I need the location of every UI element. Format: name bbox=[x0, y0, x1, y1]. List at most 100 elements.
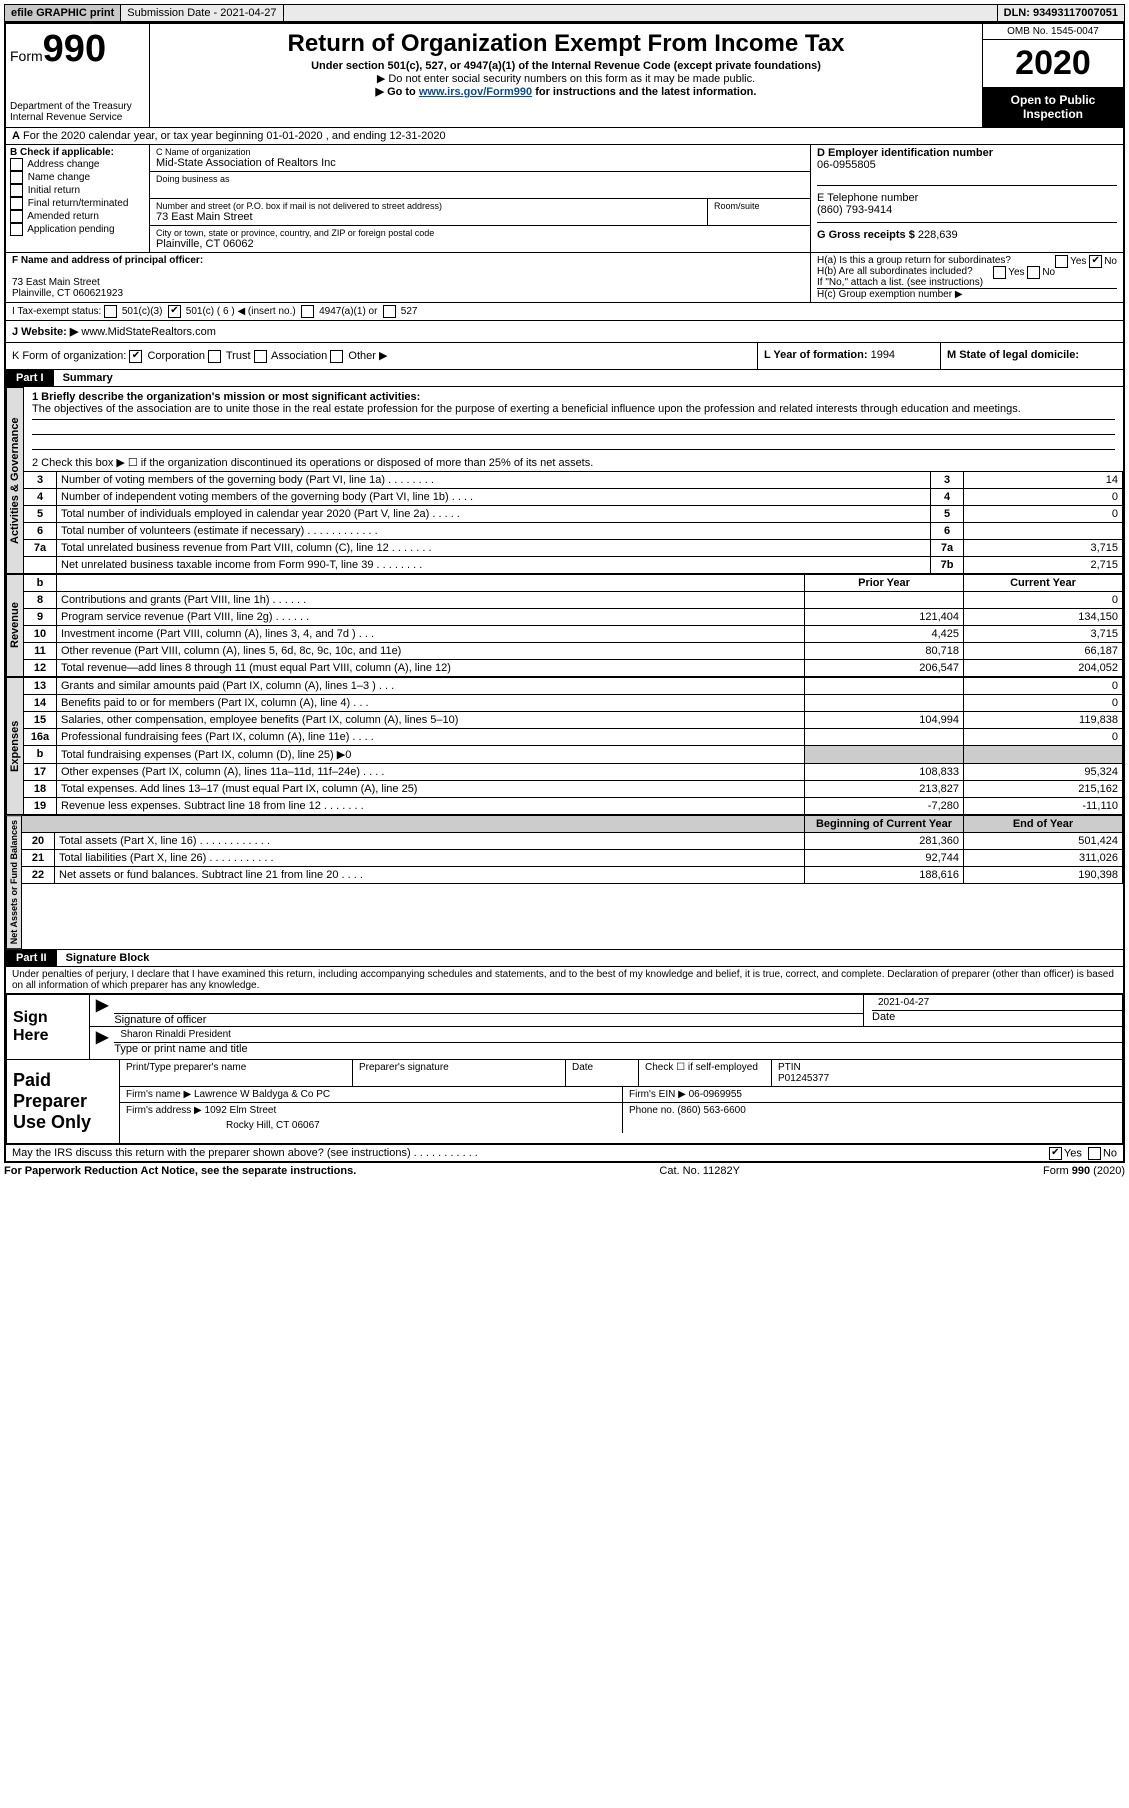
subtitle-1: Under section 501(c), 527, or 4947(a)(1)… bbox=[156, 60, 976, 72]
prep-sig-label: Preparer's signature bbox=[353, 1060, 566, 1086]
net-section: Net Assets or Fund Balances Beginning of… bbox=[6, 815, 1123, 949]
net-table: Beginning of Current YearEnd of Year20To… bbox=[22, 815, 1123, 884]
subtitle-3: ▶ Go to www.irs.gov/Form990 for instruct… bbox=[156, 85, 976, 98]
officer-label: F Name and address of principal officer: bbox=[12, 255, 203, 266]
section-i: I Tax-exempt status: 501(c)(3) 501(c) ( … bbox=[6, 302, 1123, 320]
firm-ein: 06-0969955 bbox=[689, 1089, 742, 1100]
501c-check[interactable] bbox=[168, 305, 181, 318]
expenses-section: Expenses 13Grants and similar amounts pa… bbox=[6, 677, 1123, 815]
officer-name-title: Sharon Rinaldi President bbox=[114, 1027, 1122, 1043]
submission-date: Submission Date - 2021-04-27 bbox=[121, 5, 283, 21]
form-title: Return of Organization Exempt From Incom… bbox=[156, 30, 976, 58]
check-initial-return: Initial return bbox=[10, 184, 145, 197]
ha-yes[interactable] bbox=[1055, 255, 1068, 268]
firm-name-label: Firm's name ▶ bbox=[126, 1089, 191, 1100]
form-header: Form990 Department of the Treasury Inter… bbox=[6, 24, 1123, 127]
org-name-label: C Name of organization bbox=[156, 147, 804, 157]
section-klm: K Form of organization: Corporation Trus… bbox=[6, 342, 1123, 369]
prep-date-label: Date bbox=[566, 1060, 639, 1086]
sig-date: 2021-04-27 bbox=[872, 995, 1122, 1011]
year-formation-label: L Year of formation: bbox=[764, 349, 868, 361]
section-deg: D Employer identification number 06-0955… bbox=[811, 145, 1123, 252]
4947-check[interactable] bbox=[301, 305, 314, 318]
phone-value: (860) 793-9414 bbox=[817, 204, 892, 216]
ha-label: H(a) Is this a group return for subordin… bbox=[817, 255, 1011, 266]
501c3-check[interactable] bbox=[104, 305, 117, 318]
gross-label: G Gross receipts $ bbox=[817, 229, 915, 241]
prep-name-label: Print/Type preparer's name bbox=[120, 1060, 353, 1086]
website-label: J Website: ▶ bbox=[12, 326, 78, 338]
tab-activities-gov: Activities & Governance bbox=[6, 387, 24, 574]
discuss-no[interactable] bbox=[1088, 1147, 1101, 1160]
mission-text: The objectives of the association are to… bbox=[32, 403, 1021, 415]
sig-date-label: Date bbox=[872, 1011, 1122, 1023]
discuss-row: May the IRS discuss this return with the… bbox=[6, 1144, 1123, 1161]
hb-note: If "No," attach a list. (see instruction… bbox=[817, 277, 1117, 288]
tab-expenses: Expenses bbox=[6, 677, 24, 815]
hc-label: H(c) Group exemption number ▶ bbox=[817, 288, 1117, 300]
firm-addr-label: Firm's address ▶ bbox=[126, 1105, 202, 1116]
hb-label: H(b) Are all subordinates included? bbox=[817, 266, 973, 277]
ein-value: 06-0955805 bbox=[817, 159, 876, 171]
discuss-yes[interactable] bbox=[1049, 1147, 1062, 1160]
open-to-public: Open to Public Inspection bbox=[983, 87, 1123, 127]
state-domicile-label: M State of legal domicile: bbox=[947, 349, 1079, 361]
section-j: J Website: ▶ www.MidStateRealtors.com bbox=[6, 320, 1123, 342]
sign-here-block: Sign Here ▶ Signature of officer 2021-04… bbox=[6, 993, 1123, 1060]
dept-treasury: Department of the Treasury Internal Reve… bbox=[10, 101, 145, 123]
irs-link[interactable]: www.irs.gov/Form990 bbox=[419, 86, 532, 98]
tax-year: 2020 bbox=[983, 40, 1123, 87]
part2-header: Part II Signature Block bbox=[6, 949, 1123, 966]
section-bcdeg: B Check if applicable: Address change Na… bbox=[6, 144, 1123, 252]
officer-addr1: 73 East Main Street bbox=[12, 277, 100, 288]
form-org-label: K Form of organization: bbox=[12, 350, 126, 362]
revenue-section: Revenue bPrior YearCurrent Year8Contribu… bbox=[6, 574, 1123, 677]
tab-revenue: Revenue bbox=[6, 574, 24, 677]
firm-phone-label: Phone no. bbox=[629, 1105, 675, 1116]
self-employed-check[interactable]: Check ☐ if self-employed bbox=[639, 1060, 772, 1086]
phone-label: E Telephone number bbox=[817, 192, 918, 204]
section-b: B Check if applicable: Address change Na… bbox=[6, 145, 149, 252]
firm-name: Lawrence W Baldyga & Co PC bbox=[194, 1089, 330, 1100]
street-address: 73 East Main Street bbox=[156, 211, 701, 223]
hb-no[interactable] bbox=[1027, 266, 1040, 279]
ptin-label: PTIN bbox=[778, 1062, 801, 1073]
expenses-table: 13Grants and similar amounts paid (Part … bbox=[24, 677, 1123, 815]
firm-addr: 1092 Elm Street bbox=[205, 1105, 277, 1116]
check-amended-return: Amended return bbox=[10, 210, 145, 223]
paperwork-notice: For Paperwork Reduction Act Notice, see … bbox=[4, 1165, 356, 1177]
officer-addr2: Plainville, CT 060621923 bbox=[12, 288, 123, 299]
527-check[interactable] bbox=[383, 305, 396, 318]
part1-body: Activities & Governance 1 Briefly descri… bbox=[6, 386, 1123, 574]
tab-net-assets: Net Assets or Fund Balances bbox=[6, 815, 22, 949]
ein-label: D Employer identification number bbox=[817, 147, 993, 159]
hb-yes[interactable] bbox=[993, 266, 1006, 279]
check-application-pending: Application pending bbox=[10, 223, 145, 236]
efile-print-button[interactable]: efile GRAPHIC print bbox=[5, 5, 121, 21]
ha-no[interactable] bbox=[1089, 255, 1102, 268]
arrow-icon: ▶ bbox=[90, 995, 114, 1026]
addr-label: Number and street (or P.O. box if mail i… bbox=[156, 201, 701, 211]
cat-no: Cat. No. 11282Y bbox=[659, 1165, 740, 1177]
firm-city: Rocky Hill, CT 06067 bbox=[126, 1116, 616, 1131]
section-c: C Name of organization Mid-State Associa… bbox=[149, 145, 811, 252]
firm-ein-label: Firm's EIN ▶ bbox=[629, 1089, 686, 1100]
dba-label: Doing business as bbox=[156, 174, 804, 184]
ptin-value: P01245377 bbox=[778, 1073, 829, 1084]
line-a: A For the 2020 calendar year, or tax yea… bbox=[6, 127, 1123, 144]
line1-label: 1 Briefly describe the organization's mi… bbox=[32, 391, 420, 403]
gross-value: 228,639 bbox=[918, 229, 958, 241]
paid-preparer-label: Paid Preparer Use Only bbox=[7, 1060, 120, 1143]
form-number: 990 bbox=[43, 28, 106, 70]
form-990: Form990 Department of the Treasury Inter… bbox=[4, 22, 1125, 1163]
tax-status-label: I Tax-exempt status: bbox=[12, 306, 101, 317]
city-label: City or town, state or province, country… bbox=[156, 228, 804, 238]
paid-preparer-block: Paid Preparer Use Only Print/Type prepar… bbox=[6, 1060, 1123, 1144]
arrow-icon: ▶ bbox=[90, 1027, 114, 1055]
sig-officer-label: Signature of officer bbox=[114, 1014, 863, 1026]
footer: For Paperwork Reduction Act Notice, see … bbox=[4, 1163, 1125, 1179]
website-value: www.MidStateRealtors.com bbox=[81, 326, 216, 338]
line2: 2 Check this box ▶ ☐ if the organization… bbox=[24, 454, 1123, 471]
declaration: Under penalties of perjury, I declare th… bbox=[6, 966, 1123, 993]
check-name-change: Name change bbox=[10, 171, 145, 184]
